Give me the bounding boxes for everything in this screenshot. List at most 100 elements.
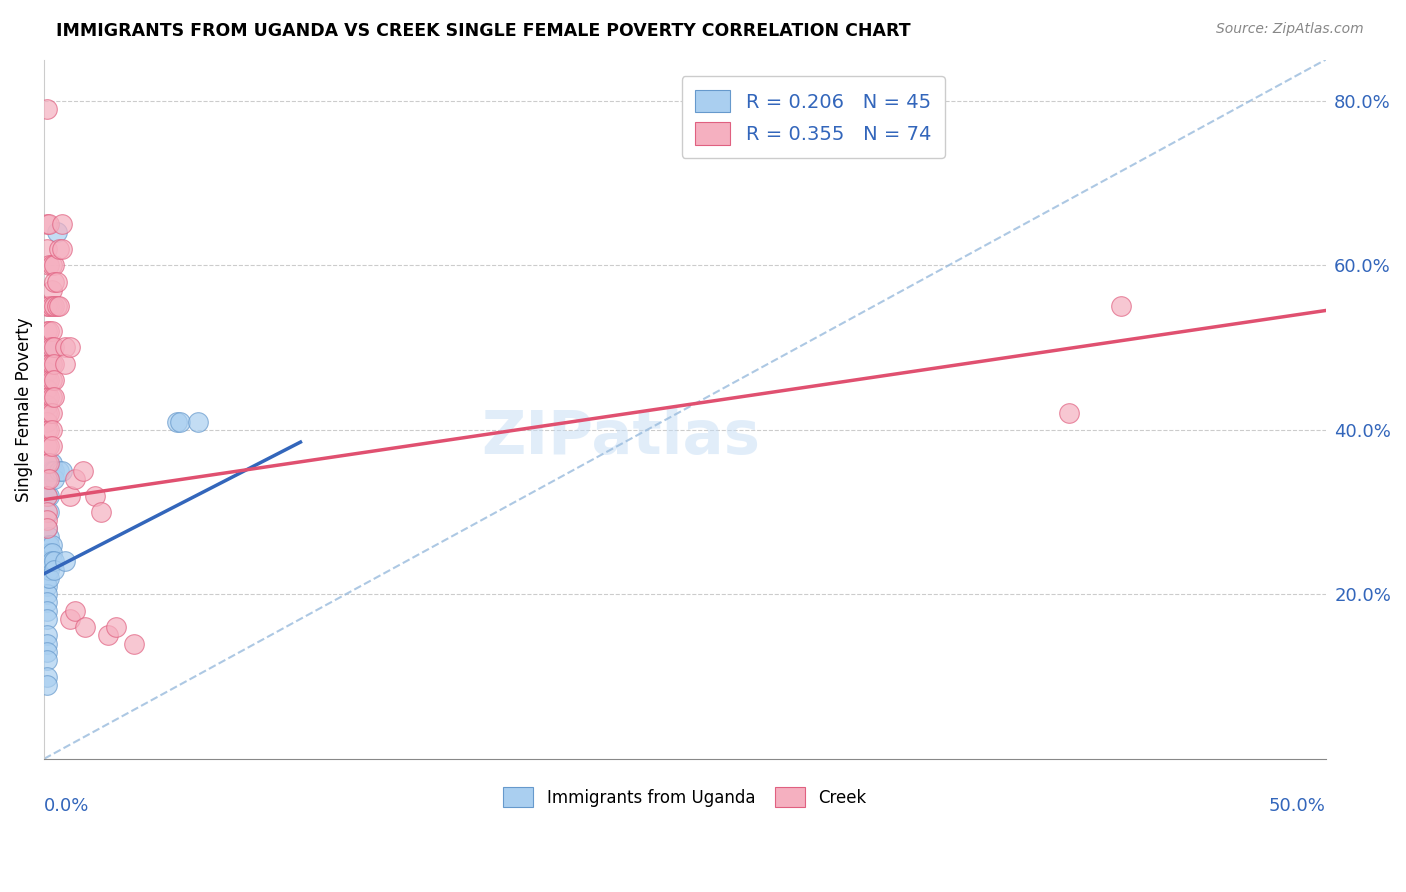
Text: ZIPatlas: ZIPatlas [481, 408, 761, 467]
Point [35, 521, 58, 535]
Point [45, 225, 67, 239]
Point [63, 604, 86, 618]
Point [44, 554, 66, 568]
Point [41, 554, 63, 568]
Point [38, 217, 60, 231]
Point [44, 464, 66, 478]
Point [97, 628, 120, 642]
Point [38, 324, 60, 338]
Point [35, 678, 58, 692]
Point [35, 390, 58, 404]
Point [35, 456, 58, 470]
Point [35, 365, 58, 379]
Point [41, 464, 63, 478]
Point [35, 579, 58, 593]
Point [59, 612, 82, 626]
Point [84, 489, 107, 503]
Point [38, 571, 60, 585]
Point [38, 423, 60, 437]
Point [44, 258, 66, 272]
Point [35, 587, 58, 601]
Point [122, 637, 145, 651]
Point [72, 464, 94, 478]
Point [35, 382, 58, 396]
Point [51, 464, 73, 478]
Point [38, 299, 60, 313]
Point [44, 373, 66, 387]
Point [53, 357, 76, 371]
Point [38, 505, 60, 519]
Point [38, 538, 60, 552]
Point [38, 546, 60, 560]
Point [41, 357, 63, 371]
Point [35, 554, 58, 568]
Point [45, 299, 67, 313]
Point [35, 612, 58, 626]
Point [187, 415, 209, 429]
Point [75, 620, 97, 634]
Point [35, 505, 58, 519]
Point [35, 373, 58, 387]
Point [35, 637, 58, 651]
Point [41, 439, 63, 453]
Point [35, 645, 58, 659]
Point [41, 324, 63, 338]
Point [35, 472, 58, 486]
Point [35, 102, 58, 116]
Point [104, 620, 127, 634]
Point [35, 521, 58, 535]
Point [35, 299, 58, 313]
Point [44, 472, 66, 486]
Point [35, 398, 58, 412]
Point [35, 571, 58, 585]
Point [38, 373, 60, 387]
Point [35, 538, 58, 552]
Point [1109, 299, 1132, 313]
Point [51, 242, 73, 256]
Point [38, 554, 60, 568]
Y-axis label: Single Female Poverty: Single Female Poverty [15, 317, 32, 501]
Point [41, 406, 63, 420]
Point [35, 398, 58, 412]
Point [35, 406, 58, 420]
Point [45, 275, 67, 289]
Point [41, 423, 63, 437]
Text: Source: ZipAtlas.com: Source: ZipAtlas.com [1216, 22, 1364, 37]
Point [41, 373, 63, 387]
Point [38, 456, 60, 470]
Point [35, 653, 58, 667]
Point [35, 513, 58, 527]
Point [38, 472, 60, 486]
Point [35, 489, 58, 503]
Point [41, 546, 63, 560]
Point [41, 390, 63, 404]
Point [35, 217, 58, 231]
Point [35, 472, 58, 486]
Text: 0.0%: 0.0% [44, 797, 90, 815]
Point [44, 563, 66, 577]
Point [38, 341, 60, 355]
Point [38, 439, 60, 453]
Point [38, 357, 60, 371]
Text: IMMIGRANTS FROM UGANDA VS CREEK SINGLE FEMALE POVERTY CORRELATION CHART: IMMIGRANTS FROM UGANDA VS CREEK SINGLE F… [56, 22, 911, 40]
Point [44, 390, 66, 404]
Point [38, 406, 60, 420]
Point [53, 554, 76, 568]
Point [41, 456, 63, 470]
Point [35, 456, 58, 470]
Point [41, 341, 63, 355]
Point [38, 489, 60, 503]
Point [35, 628, 58, 642]
Point [35, 415, 58, 429]
Point [35, 604, 58, 618]
Point [38, 563, 60, 577]
Point [35, 489, 58, 503]
Point [35, 324, 58, 338]
Point [63, 472, 86, 486]
Point [38, 390, 60, 404]
Point [59, 489, 82, 503]
Point [48, 464, 70, 478]
Point [38, 530, 60, 544]
Point [169, 415, 191, 429]
Point [35, 669, 58, 683]
